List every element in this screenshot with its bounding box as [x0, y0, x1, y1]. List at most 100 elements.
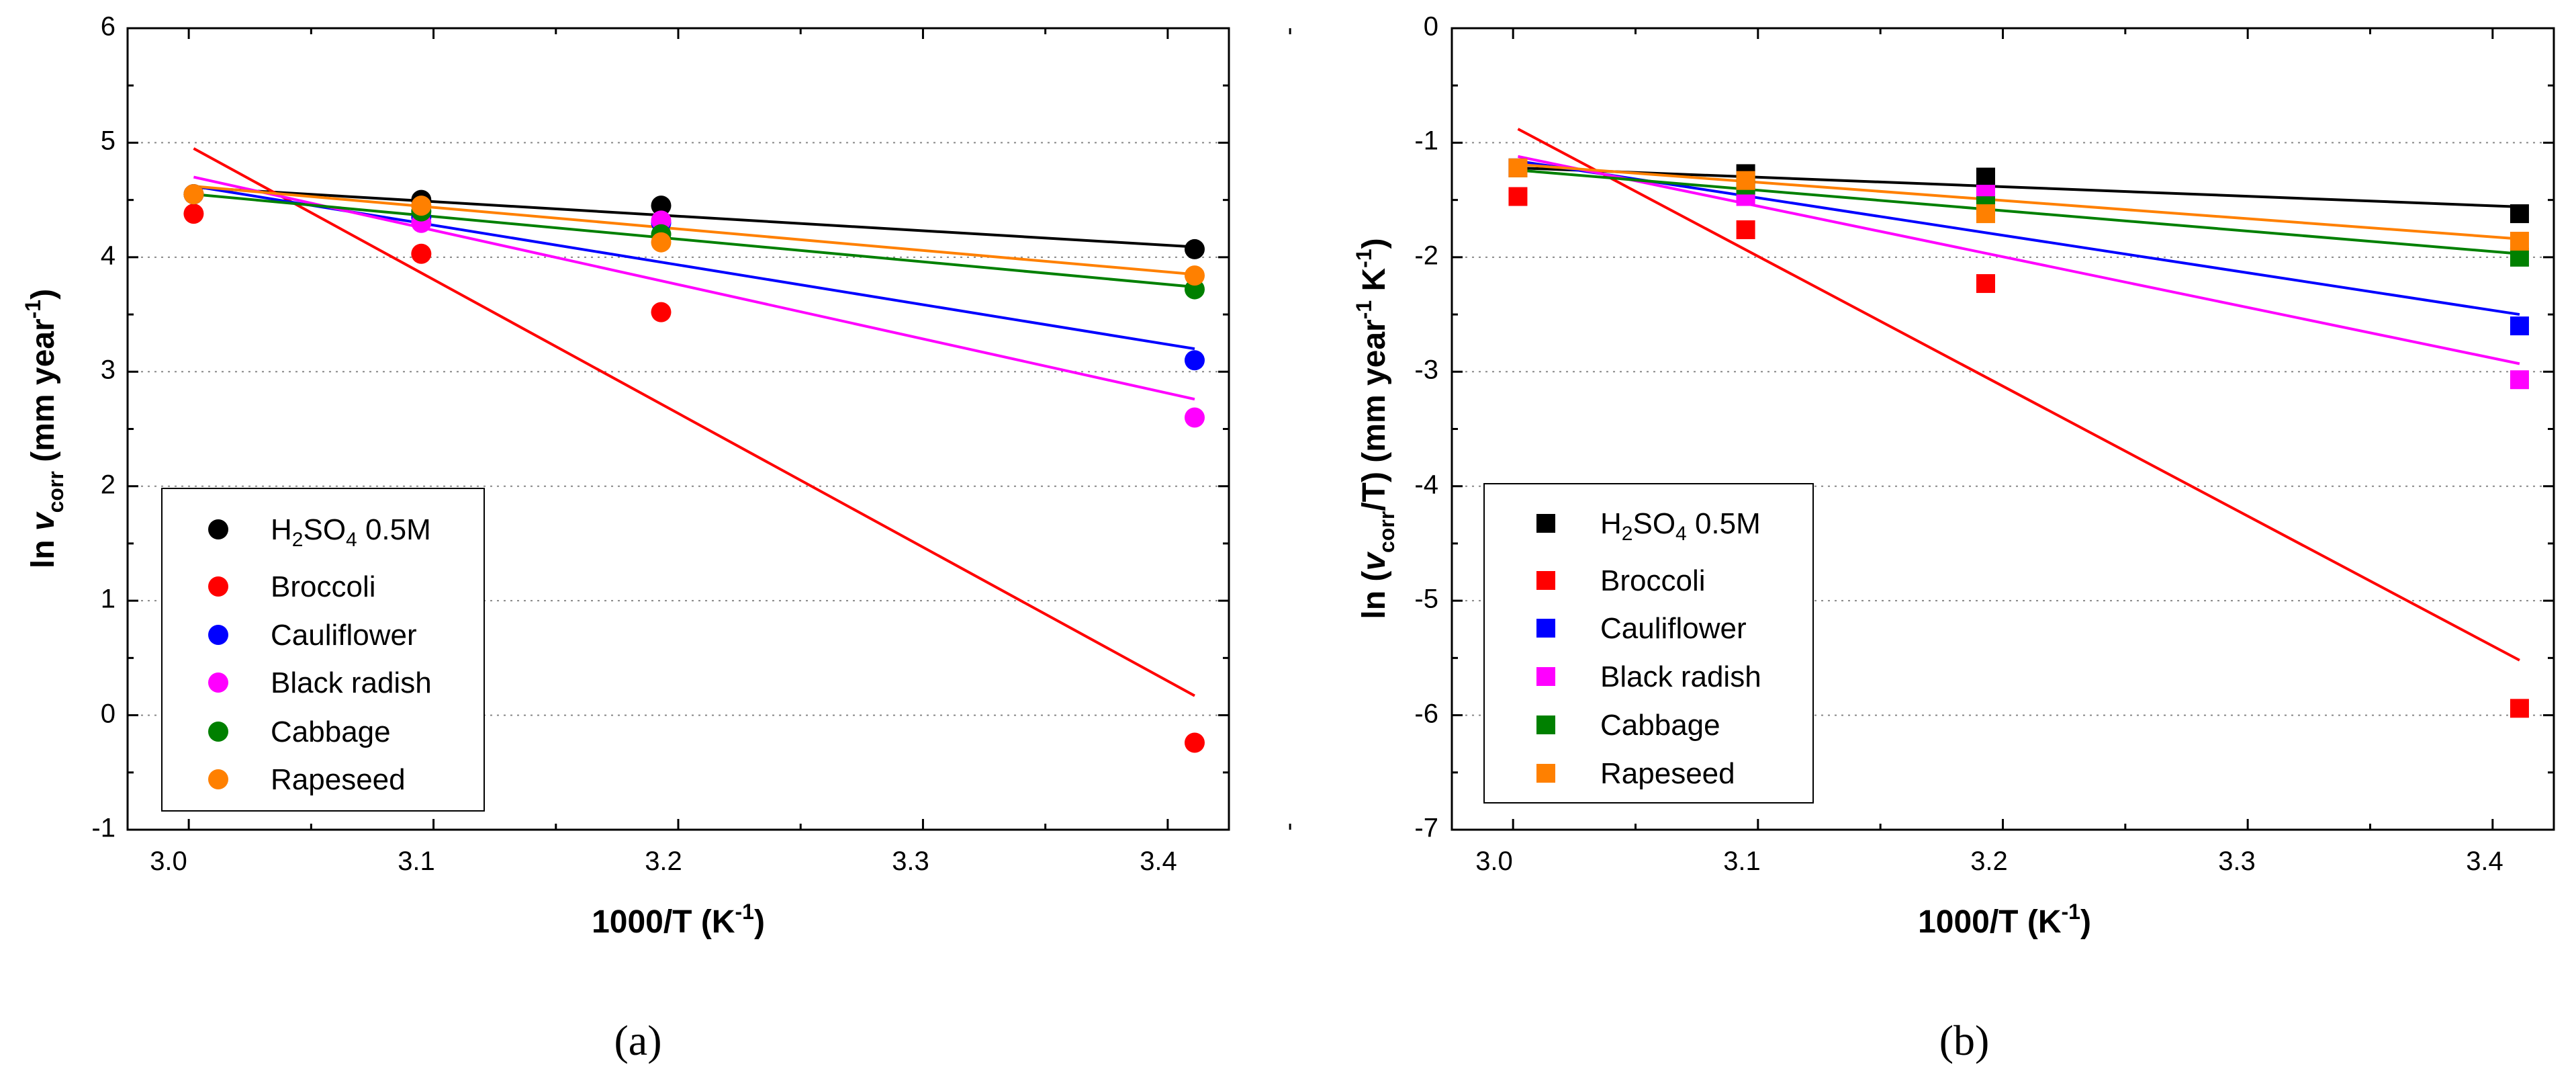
legend-entry: Cabbage	[208, 715, 391, 748]
legend-label: H2SO4 0.5M	[1600, 507, 1761, 545]
data-point	[2510, 247, 2529, 267]
legend-label: Broccoli	[1600, 564, 1706, 597]
y-tick-label: 2	[101, 470, 116, 500]
y-tick-label: -3	[1414, 355, 1438, 385]
fit-line	[1518, 155, 2520, 365]
fit-line	[193, 193, 1195, 289]
data-point	[1976, 274, 1995, 294]
data-point	[2510, 699, 2529, 718]
x-tick-label: 3.1	[398, 847, 435, 876]
legend-entry: Cauliflower	[208, 619, 417, 652]
x-axis-b: 3.0 3.1 3.2 3.3 3.4	[1475, 847, 2503, 876]
legend-entry: Cabbage	[1536, 709, 1720, 742]
x-axis-a: 3.0 3.1 3.2 3.3 3.4	[150, 847, 1177, 876]
fit-line	[1518, 159, 2520, 316]
legend-entry: Black radish	[208, 666, 432, 699]
data-point	[183, 204, 204, 224]
legend-b: H2SO4 0.5M Broccoli Cauliflower Black ra…	[1483, 483, 1814, 804]
legend-marker	[1536, 764, 1555, 783]
fit-lines-a	[193, 147, 1195, 697]
x-tick-label: 3.3	[892, 847, 929, 876]
data-point	[1184, 407, 1205, 428]
x-axis-title-b: 1000/T (K-1)	[1918, 900, 2091, 940]
y-axis-title-a: ln vcorr (mm year-1)	[21, 289, 68, 568]
data-point	[411, 196, 432, 216]
x-tick-label: 3.2	[645, 847, 682, 876]
legend-label: Cauliflower	[1600, 612, 1747, 645]
legend-marker	[208, 672, 228, 693]
fit-line	[1517, 128, 2520, 662]
x-tick-label: 3.0	[1475, 847, 1513, 876]
legend-marker	[208, 519, 228, 539]
data-point	[1508, 187, 1528, 206]
y-tick-label: -1	[1414, 126, 1438, 156]
y-tick-label: 6	[101, 12, 116, 42]
legend-label: Broccoli	[271, 570, 376, 603]
data-point	[1508, 158, 1528, 177]
y-axis-b: -7 -6 -5 -4 -3 -2 -1 0	[1414, 12, 1438, 843]
y-tick-label: 5	[101, 126, 116, 156]
y-tick-label: -4	[1414, 470, 1438, 500]
fit-lines-b	[1517, 128, 2520, 662]
data-point	[2510, 204, 2529, 224]
data-point	[651, 302, 672, 322]
legend-entry: H2SO4 0.5M	[208, 513, 431, 551]
data-point	[651, 196, 672, 216]
data-point	[183, 184, 204, 205]
legend-marker	[208, 722, 228, 742]
x-axis-title-a: 1000/T (K-1)	[592, 900, 765, 940]
data-point	[1976, 204, 1995, 224]
legend-label: Rapeseed	[271, 763, 406, 796]
data-point	[1736, 171, 1755, 190]
legend-marker	[1536, 514, 1555, 533]
y-tick-label: -7	[1414, 814, 1438, 843]
x-tick-label: 3.0	[150, 847, 187, 876]
legend-label: Rapeseed	[1600, 757, 1735, 790]
x-tick-label: 3.4	[1140, 847, 1177, 876]
legend-label: Cabbage	[1600, 709, 1720, 742]
x-tick-label: 3.4	[2466, 847, 2503, 876]
legend-label: H2SO4 0.5M	[271, 513, 431, 551]
legend-label: Black radish	[1600, 660, 1761, 693]
data-point	[2510, 231, 2529, 251]
legend-marker	[208, 769, 228, 789]
y-tick-label: 4	[101, 241, 116, 271]
panel-b: -7 -6 -5 -4 -3 -2 -1 0 3.0 3.1 3.2 3.3 3…	[1352, 12, 2555, 1064]
y-tick-label: -1	[91, 814, 116, 843]
fit-line	[1518, 169, 2520, 255]
x-tick-label: 3.1	[1723, 847, 1761, 876]
y-tick-label: -5	[1414, 584, 1438, 614]
y-tick-label: 3	[101, 355, 116, 385]
data-point	[2510, 316, 2529, 336]
data-point	[1736, 220, 1755, 239]
data-point	[411, 243, 432, 264]
legend-entry: H2SO4 0.5M	[1536, 507, 1761, 545]
legend-entry: Rapeseed	[208, 763, 406, 796]
legend-entry: Cauliflower	[1536, 612, 1747, 645]
fit-line	[1518, 163, 2520, 241]
data-point	[2510, 370, 2529, 390]
legend-entry: Broccoli	[208, 570, 376, 603]
legend-marker	[1536, 619, 1555, 638]
legend-a: H2SO4 0.5M Broccoli Cauliflower Black ra…	[161, 488, 485, 812]
fit-line	[193, 185, 1195, 276]
legend-label: Black radish	[271, 666, 432, 699]
legend-marker	[1536, 571, 1555, 590]
plot-area-a	[126, 27, 1230, 831]
y-axis-a: -1 0 1 2 3 4 5 6	[91, 12, 116, 843]
data-point	[1184, 265, 1205, 286]
data-point	[1976, 167, 1995, 187]
legend-marker	[1536, 715, 1555, 734]
y-tick-label: -6	[1414, 699, 1438, 729]
data-point	[651, 232, 672, 253]
legend-marker	[208, 576, 228, 597]
x-tick-label: 3.2	[1970, 847, 2008, 876]
fit-line	[1518, 166, 2520, 208]
legend-label: Cauliflower	[271, 619, 417, 652]
y-tick-label: 0	[1424, 12, 1438, 42]
data-point	[1184, 732, 1205, 753]
y-tick-label: -2	[1414, 241, 1438, 271]
legend-entry: Black radish	[1536, 660, 1761, 693]
panel-label-a: (a)	[614, 1016, 661, 1064]
